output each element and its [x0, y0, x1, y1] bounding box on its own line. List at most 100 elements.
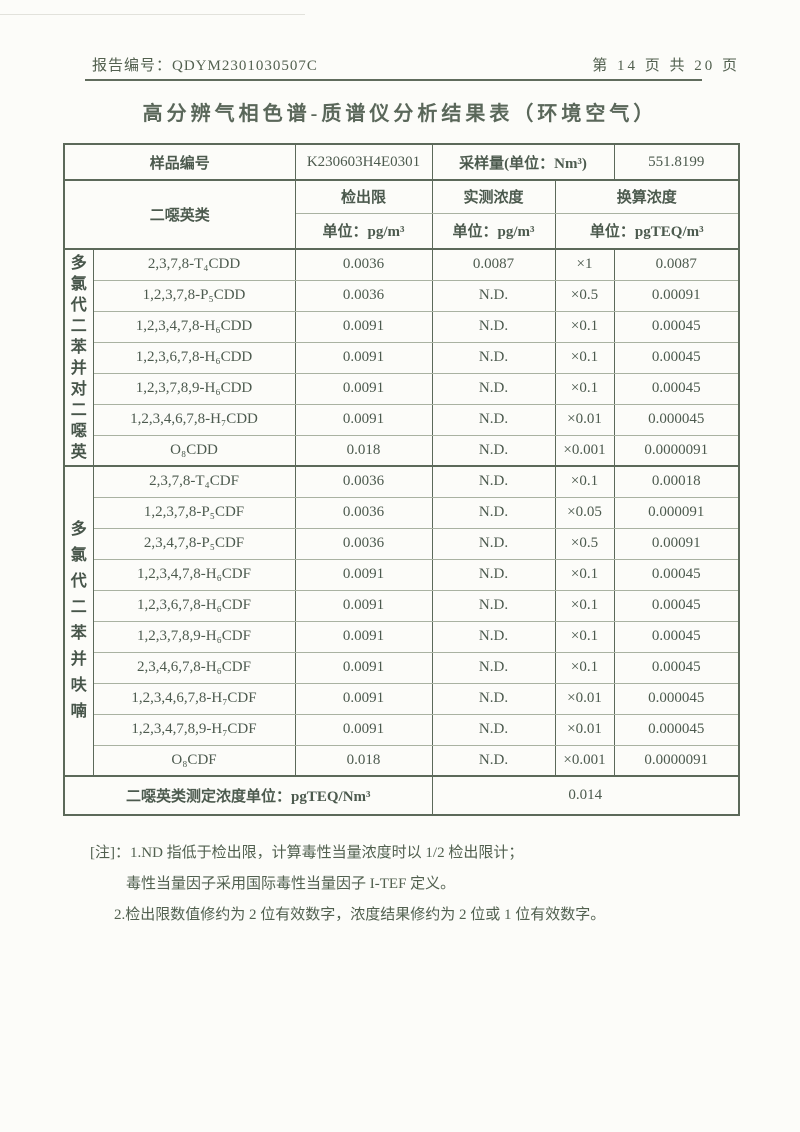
compound-name: 1,2,3,4,7,8-H₆CDF — [92, 558, 296, 591]
table-row: 1,2,3,7,8-P₅CDF 0.0036 N.D. ×0.05 0.0000… — [64, 496, 740, 529]
measured-value: N.D. — [431, 527, 556, 560]
category-header: 二噁英类 — [63, 179, 296, 250]
tef-factor: ×0.1 — [554, 620, 615, 653]
tef-factor: ×0.1 — [554, 465, 615, 498]
total-value: 0.014 — [431, 775, 740, 816]
teq-value: 0.0000091 — [613, 434, 740, 467]
total-row: 二噁英类测定浓度单位：pgTEQ/Nm³ 0.014 — [63, 775, 740, 816]
table-row: 1,2,3,7,8,9-H₆CDD 0.0091 N.D. ×0.1 0.000… — [64, 372, 740, 405]
measured-value: N.D. — [431, 279, 556, 312]
table-row: 1,2,3,4,7,8-H₆CDD 0.0091 N.D. ×0.1 0.000… — [64, 310, 740, 343]
teq-value: 0.00045 — [613, 341, 740, 374]
detection-limit-value: 0.018 — [294, 744, 433, 777]
detection-limit-value: 0.0091 — [294, 341, 433, 374]
converted-header: 换算浓度 — [554, 179, 740, 214]
table-row: O₈CDF 0.018 N.D. ×0.001 0.0000091 — [64, 744, 740, 777]
compound-name: 1,2,3,7,8,9-H₆CDF — [92, 620, 296, 653]
compound-name: 1,2,3,7,8-P₅CDD — [92, 279, 296, 312]
sample-info-row: 样品编号 K230603H4E0301 采样量(单位：Nm³) 551.8199 — [63, 143, 740, 181]
tef-factor: ×1 — [554, 248, 615, 281]
sample-volume-label: 采样量(单位：Nm³) — [431, 143, 615, 181]
table-row: 1,2,3,6,7,8-H₆CDF 0.0091 N.D. ×0.1 0.000… — [64, 589, 740, 622]
measured-value: N.D. — [431, 682, 556, 715]
table-row: 1,2,3,4,6,7,8-H₇CDF 0.0091 N.D. ×0.01 0.… — [64, 682, 740, 715]
measured-value: N.D. — [431, 341, 556, 374]
measured-value: N.D. — [431, 465, 556, 498]
tef-factor: ×0.1 — [554, 558, 615, 591]
table-row: 1,2,3,4,7,8-H₆CDF 0.0091 N.D. ×0.1 0.000… — [64, 558, 740, 591]
teq-value: 0.000091 — [613, 496, 740, 529]
group-label-pcdf-cell: 多氯代二苯并呋喃 — [63, 465, 94, 777]
table-row: O₈CDD 0.018 N.D. ×0.001 0.0000091 — [64, 434, 740, 467]
tef-factor: ×0.5 — [554, 279, 615, 312]
tef-factor: ×0.01 — [554, 403, 615, 436]
tef-factor: ×0.1 — [554, 372, 615, 405]
tef-factor: ×0.001 — [554, 744, 615, 777]
detection-limit-value: 0.0036 — [294, 279, 433, 312]
detection-limit-value: 0.0091 — [294, 713, 433, 746]
table-row: 2,3,4,7,8-P₅CDF 0.0036 N.D. ×0.5 0.00091 — [64, 527, 740, 560]
teq-value: 0.00045 — [613, 310, 740, 343]
page-indicator: 第 14 页 共 20 页 — [592, 58, 740, 74]
tef-factor: ×0.05 — [554, 496, 615, 529]
measured-value: N.D. — [431, 713, 556, 746]
report-number-value: QDYM2301030507C — [172, 58, 318, 74]
footnote-1-text: 1.ND 指低于检出限，计算毒性当量浓度时以 1/2 检出限计； — [130, 845, 524, 861]
sample-id-label: 样品编号 — [63, 143, 296, 181]
tef-factor: ×0.1 — [554, 589, 615, 622]
tef-factor: ×0.5 — [554, 527, 615, 560]
tef-factor: ×0.001 — [554, 434, 615, 467]
compound-name: 2,3,7,8-T₄CDD — [92, 248, 296, 281]
detection-limit-value: 0.0036 — [294, 248, 433, 281]
measured-value: N.D. — [431, 372, 556, 405]
footnote-line-2: 毒性当量因子采用国际毒性当量因子 I-TEF 定义。 — [126, 876, 456, 892]
total-label: 二噁英类测定浓度单位：pgTEQ/Nm³ — [63, 775, 433, 816]
converted-unit: 单位：pgTEQ/m³ — [554, 212, 740, 250]
table-row: 2,3,4,6,7,8-H₆CDF 0.0091 N.D. ×0.1 0.000… — [64, 651, 740, 684]
compound-name: 2,3,4,7,8-P₅CDF — [92, 527, 296, 560]
detection-limit-value: 0.0036 — [294, 496, 433, 529]
teq-value: 0.00045 — [613, 620, 740, 653]
tef-factor: ×0.01 — [554, 713, 615, 746]
table-row: 多氯代二苯并呋喃 2,3,7,8-T₄CDF 0.0036 N.D. ×0.1 … — [63, 465, 740, 777]
teq-value: 0.000045 — [613, 682, 740, 715]
group-label-pcdf: 多氯代二苯并呋喃 — [70, 521, 87, 720]
compound-name: 1,2,3,4,7,8-H₆CDD — [92, 310, 296, 343]
detection-limit-value: 0.0091 — [294, 651, 433, 684]
tef-factor: ×0.1 — [554, 651, 615, 684]
teq-value: 0.00091 — [613, 279, 740, 312]
measured-value: N.D. — [431, 403, 556, 436]
detection-limit-value: 0.0091 — [294, 403, 433, 436]
tef-factor: ×0.1 — [554, 341, 615, 374]
table-row: 1,2,3,4,7,8,9-H₇CDF 0.0091 N.D. ×0.01 0.… — [64, 713, 740, 746]
detection-limit-value: 0.0091 — [294, 589, 433, 622]
column-header-row: 二噁英类 检出限 实测浓度 换算浓度 — [63, 179, 740, 250]
measured-value: N.D. — [431, 558, 556, 591]
table-row: 1,2,3,6,7,8-H₆CDD 0.0091 N.D. ×0.1 0.000… — [64, 341, 740, 374]
tef-factor: ×0.01 — [554, 682, 615, 715]
teq-value: 0.0087 — [613, 248, 740, 281]
compound-name: O₈CDF — [92, 744, 296, 777]
detection-limit-value: 0.0091 — [294, 682, 433, 715]
footnote-line-1: [注]：1.ND 指低于检出限，计算毒性当量浓度时以 1/2 检出限计； — [90, 838, 750, 869]
measured-unit: 单位：pg/m³ — [431, 212, 556, 250]
footnotes: [注]：1.ND 指低于检出限，计算毒性当量浓度时以 1/2 检出限计； 毒性当… — [90, 838, 750, 931]
header-divider — [85, 79, 702, 81]
compound-name: 2,3,4,6,7,8-H₆CDF — [92, 651, 296, 684]
compound-name: 1,2,3,7,8,9-H₆CDD — [92, 372, 296, 405]
compound-name: 1,2,3,4,7,8,9-H₇CDF — [92, 713, 296, 746]
sample-id-value: K230603H4E0301 — [294, 143, 433, 181]
detection-limit-value: 0.0036 — [294, 465, 433, 498]
footnote-line-3: 2.检出限数值修约为 2 位有效数字，浓度结果修约为 2 位或 1 位有效数字。 — [114, 907, 606, 923]
measured-value: N.D. — [431, 310, 556, 343]
measured-value: N.D. — [431, 589, 556, 622]
measured-value: 0.0087 — [431, 248, 556, 281]
analysis-results-table: 样品编号 K230603H4E0301 采样量(单位：Nm³) 551.8199… — [63, 143, 741, 816]
teq-value: 0.00045 — [613, 372, 740, 405]
teq-value: 0.000045 — [613, 403, 740, 436]
unit-header-row: 单位：pg/m³ 单位：pg/m³ 单位：pgTEQ/m³ — [64, 212, 740, 250]
footnote-prefix: [注]： — [90, 845, 130, 861]
page-header: 报告编号：QDYM2301030507C 第 14 页 共 20 页 — [92, 54, 740, 75]
compound-name: 1,2,3,6,7,8-H₆CDD — [92, 341, 296, 374]
